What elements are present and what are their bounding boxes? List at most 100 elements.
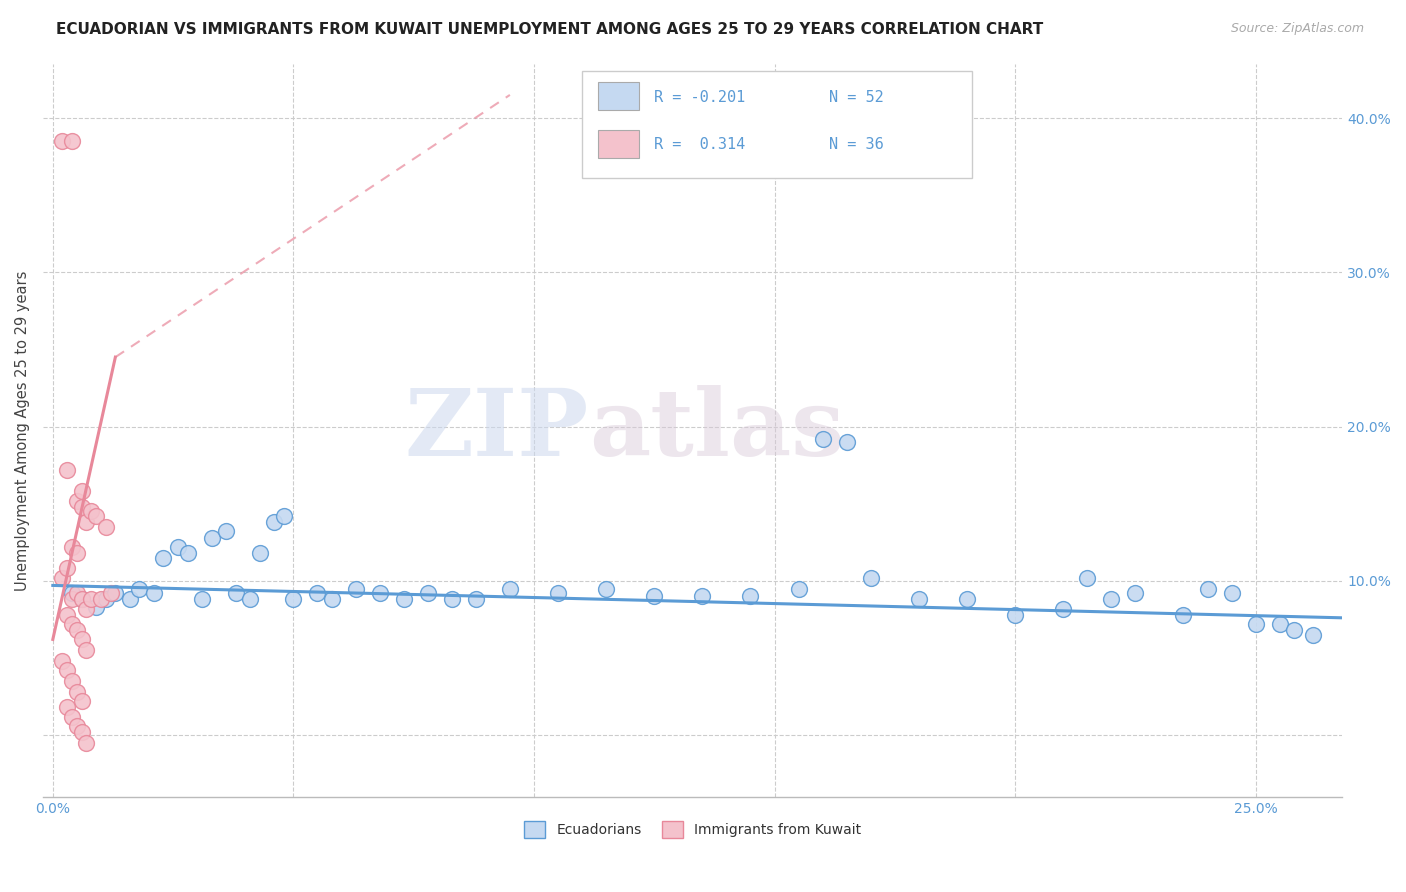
Point: [1004, 607, 1026, 622]
Point: [263, 515, 285, 529]
Text: N = 52: N = 52: [830, 89, 884, 104]
Point: [249, 546, 271, 560]
Point: [787, 582, 810, 596]
Point: [547, 586, 569, 600]
Point: [70, 592, 93, 607]
Point: [66, 586, 89, 600]
Point: [80, 504, 103, 518]
Text: N = 36: N = 36: [830, 137, 884, 153]
Point: [80, 592, 103, 607]
Point: [76, 643, 98, 657]
Point: [56, 607, 79, 622]
Point: [60, 709, 83, 723]
Point: [142, 586, 165, 600]
Point: [51, 134, 73, 148]
Point: [1099, 592, 1122, 607]
Text: atlas: atlas: [589, 385, 844, 475]
Point: [1302, 628, 1324, 642]
Point: [176, 546, 198, 560]
Point: [167, 540, 190, 554]
Text: R = -0.201: R = -0.201: [654, 89, 745, 104]
Point: [94, 520, 117, 534]
Point: [51, 654, 73, 668]
Point: [273, 508, 295, 523]
Point: [60, 592, 83, 607]
Point: [692, 589, 714, 603]
Point: [70, 592, 93, 607]
Point: [499, 582, 522, 596]
Point: [956, 592, 979, 607]
Point: [191, 592, 214, 607]
Point: [76, 515, 98, 529]
Point: [225, 586, 247, 600]
Point: [84, 600, 107, 615]
Point: [56, 663, 79, 677]
Point: [100, 586, 122, 600]
Point: [152, 550, 174, 565]
FancyBboxPatch shape: [582, 71, 972, 178]
Point: [60, 674, 83, 689]
Point: [76, 601, 98, 615]
Point: [66, 546, 89, 560]
Text: Source: ZipAtlas.com: Source: ZipAtlas.com: [1230, 22, 1364, 36]
Point: [441, 592, 464, 607]
Point: [76, 736, 98, 750]
Point: [740, 589, 762, 603]
Point: [1244, 617, 1267, 632]
FancyBboxPatch shape: [598, 82, 640, 111]
Point: [215, 524, 238, 539]
Point: [835, 434, 858, 449]
Point: [1125, 586, 1147, 600]
Point: [392, 592, 415, 607]
Point: [1173, 607, 1195, 622]
Point: [70, 725, 93, 739]
Point: [908, 592, 931, 607]
Point: [200, 531, 222, 545]
Point: [1197, 582, 1219, 596]
Point: [1268, 617, 1291, 632]
Text: ZIP: ZIP: [405, 385, 589, 475]
Point: [128, 582, 150, 596]
Point: [66, 719, 89, 733]
Point: [1282, 623, 1305, 637]
Point: [90, 592, 112, 607]
Point: [66, 623, 89, 637]
Y-axis label: Unemployment Among Ages 25 to 29 years: Unemployment Among Ages 25 to 29 years: [15, 270, 30, 591]
Point: [283, 592, 305, 607]
Point: [368, 586, 391, 600]
Point: [344, 582, 367, 596]
Point: [56, 700, 79, 714]
Text: ECUADORIAN VS IMMIGRANTS FROM KUWAIT UNEMPLOYMENT AMONG AGES 25 TO 29 YEARS CORR: ECUADORIAN VS IMMIGRANTS FROM KUWAIT UNE…: [56, 22, 1043, 37]
Point: [60, 540, 83, 554]
Point: [416, 586, 439, 600]
Point: [1052, 601, 1074, 615]
Point: [118, 592, 141, 607]
Point: [465, 592, 488, 607]
Point: [60, 134, 83, 148]
Point: [643, 589, 665, 603]
Point: [56, 463, 79, 477]
Point: [60, 586, 83, 600]
Point: [60, 617, 83, 632]
Point: [70, 694, 93, 708]
FancyBboxPatch shape: [598, 130, 640, 158]
Point: [859, 571, 882, 585]
Point: [66, 685, 89, 699]
Point: [56, 561, 79, 575]
Point: [51, 571, 73, 585]
Text: R =  0.314: R = 0.314: [654, 137, 745, 153]
Point: [66, 493, 89, 508]
Point: [239, 592, 262, 607]
Point: [1220, 586, 1243, 600]
Point: [70, 500, 93, 514]
Point: [104, 586, 127, 600]
Point: [70, 632, 93, 647]
Point: [70, 484, 93, 499]
Legend: Ecuadorians, Immigrants from Kuwait: Ecuadorians, Immigrants from Kuwait: [517, 814, 869, 845]
Point: [811, 432, 834, 446]
Point: [595, 582, 617, 596]
Point: [84, 508, 107, 523]
Point: [94, 592, 117, 607]
Point: [321, 592, 343, 607]
Point: [1076, 571, 1098, 585]
